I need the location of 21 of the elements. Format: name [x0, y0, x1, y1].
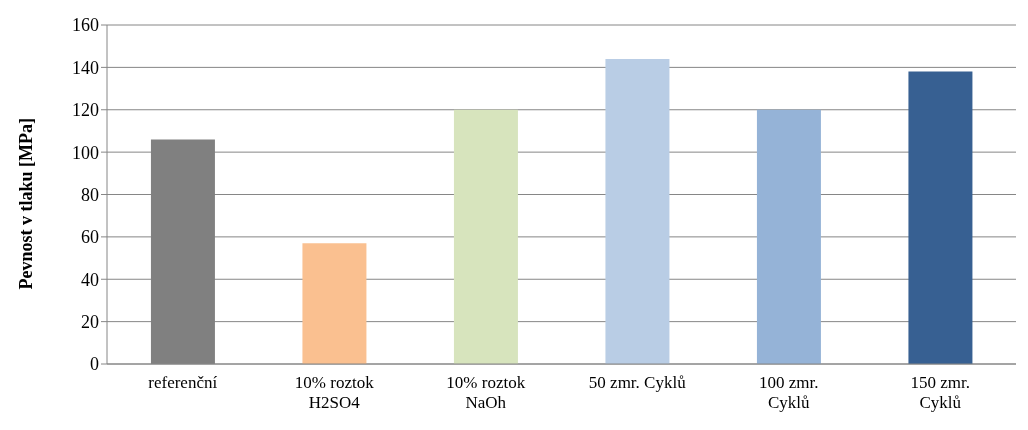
y-tick-label: 160: [72, 15, 99, 36]
y-tick-label: 120: [72, 100, 99, 121]
y-tick-label: 60: [81, 227, 99, 248]
bar: [605, 58, 670, 364]
y-tick-label: 100: [72, 142, 99, 163]
bar: [302, 243, 367, 364]
y-tick-label: 0: [90, 354, 99, 375]
y-axis-title: Pevnost v tlaku [MPa]: [16, 118, 37, 290]
bar: [908, 71, 973, 364]
y-tick-label: 20: [81, 312, 99, 333]
y-tick-label: 80: [81, 184, 99, 205]
x-tick-label: 100 zmr. Cyklů: [759, 373, 819, 412]
x-tick-label: 150 zmr. Cyklů: [910, 373, 970, 412]
y-tick-label: 40: [81, 269, 99, 290]
bar: [453, 109, 518, 364]
bar: [756, 109, 821, 364]
x-tick-label: 10% roztok NaOh: [446, 373, 526, 412]
x-tick-label: 50 zmr. Cyklů: [588, 373, 687, 392]
x-tick-label: 10% roztok H2SO4: [294, 373, 375, 412]
x-tick-label: referenční: [148, 373, 218, 392]
y-tick-label: 140: [72, 57, 99, 78]
